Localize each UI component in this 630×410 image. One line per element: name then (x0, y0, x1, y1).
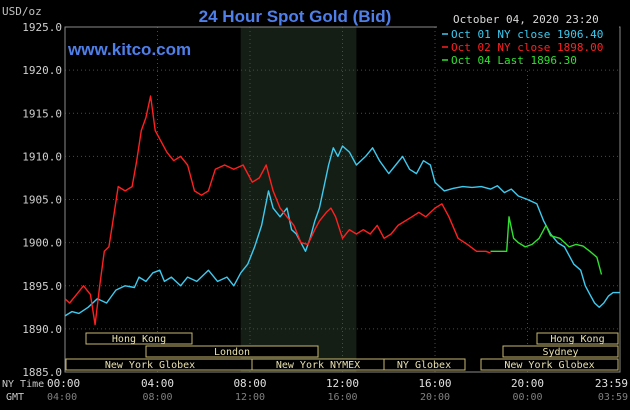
x-tick-label-gmt: 16:00 (327, 392, 357, 403)
chart-date: October 04, 2020 23:20 (453, 13, 599, 26)
series-line (64, 145, 620, 317)
market-session-bar (536, 332, 619, 345)
y-tick-label: 1925.0 (22, 21, 62, 34)
y-tick-label: 1905.0 (22, 194, 62, 207)
y-tick-label: 1910.0 (22, 150, 62, 163)
series-line (490, 216, 603, 275)
y-tick-label: 1885.0 (22, 366, 62, 379)
x-tick-label-ny: 00:00 (47, 377, 80, 390)
x-tick-label-gmt: 20:00 (420, 392, 450, 403)
x-tick-label-ny: 23:59 (595, 377, 628, 390)
series-layer (64, 95, 620, 326)
market-session-label: Hong Kong (112, 334, 166, 345)
x-tick-label-ny: 16:00 (418, 377, 451, 390)
x-tick-label-gmt: 04:00 (47, 392, 77, 403)
market-session-label: New York Globex (504, 360, 594, 371)
plot-frame (64, 26, 621, 373)
legend-entry: Oct 04 Last 1896.30 (451, 54, 577, 67)
x-tick-label-gmt: 03:59 (598, 392, 628, 403)
gmt-label: GMT (6, 392, 24, 403)
axes: 1925.0 1920.0 1915.0 1910.0 1905.0 1900.0 1895… (22, 21, 628, 403)
legend-box (437, 26, 619, 68)
market-session-bar (145, 345, 319, 358)
x-tick-label-ny: 20:00 (511, 377, 544, 390)
market-session-label: Sydney (542, 347, 578, 358)
x-tick-label-gmt: 00:00 (512, 392, 542, 403)
y-tick-label: 1900.0 (22, 237, 62, 250)
chart-title: 24 Hour Spot Gold (Bid) (199, 7, 392, 26)
x-tick-label-gmt: 12:00 (235, 392, 265, 403)
market-session-bar (480, 358, 619, 371)
market-session-label: New York Globex (105, 360, 195, 371)
ny-time-label: NY Time (2, 379, 44, 390)
market-session-label: London (214, 347, 250, 358)
market-session-label: New York NYMEX (276, 360, 360, 371)
y-tick-label: 1895.0 (22, 280, 62, 293)
website-label: www.kitco.com (67, 40, 191, 59)
market-session-label: NY Globex (397, 360, 451, 371)
market-sessions: Hong Kong London New York Globex New York N… (65, 332, 619, 371)
legend-entry: Oct 02 NY close 1898.00 (451, 41, 603, 54)
x-tick-label-ny: 08:00 (233, 377, 266, 390)
legend-entry: Oct 01 NY close 1906.40 (451, 28, 603, 41)
market-session-bar (85, 332, 193, 345)
x-tick-label-gmt: 08:00 (142, 392, 172, 403)
market-session-label: Hong Kong (550, 334, 604, 345)
market-session-bar (383, 358, 466, 371)
y-tick-label: 1890.0 (22, 323, 62, 336)
series-line (64, 95, 491, 326)
shaded-session-region (240, 27, 357, 372)
x-tick-label-ny: 12:00 (326, 377, 359, 390)
x-tick-label-ny: 04:00 (141, 377, 174, 390)
y-tick-label: 1915.0 (22, 107, 62, 120)
market-session-bar (502, 345, 619, 358)
y-tick-label: 1920.0 (22, 64, 62, 77)
unit-label: USD/oz (2, 5, 42, 18)
